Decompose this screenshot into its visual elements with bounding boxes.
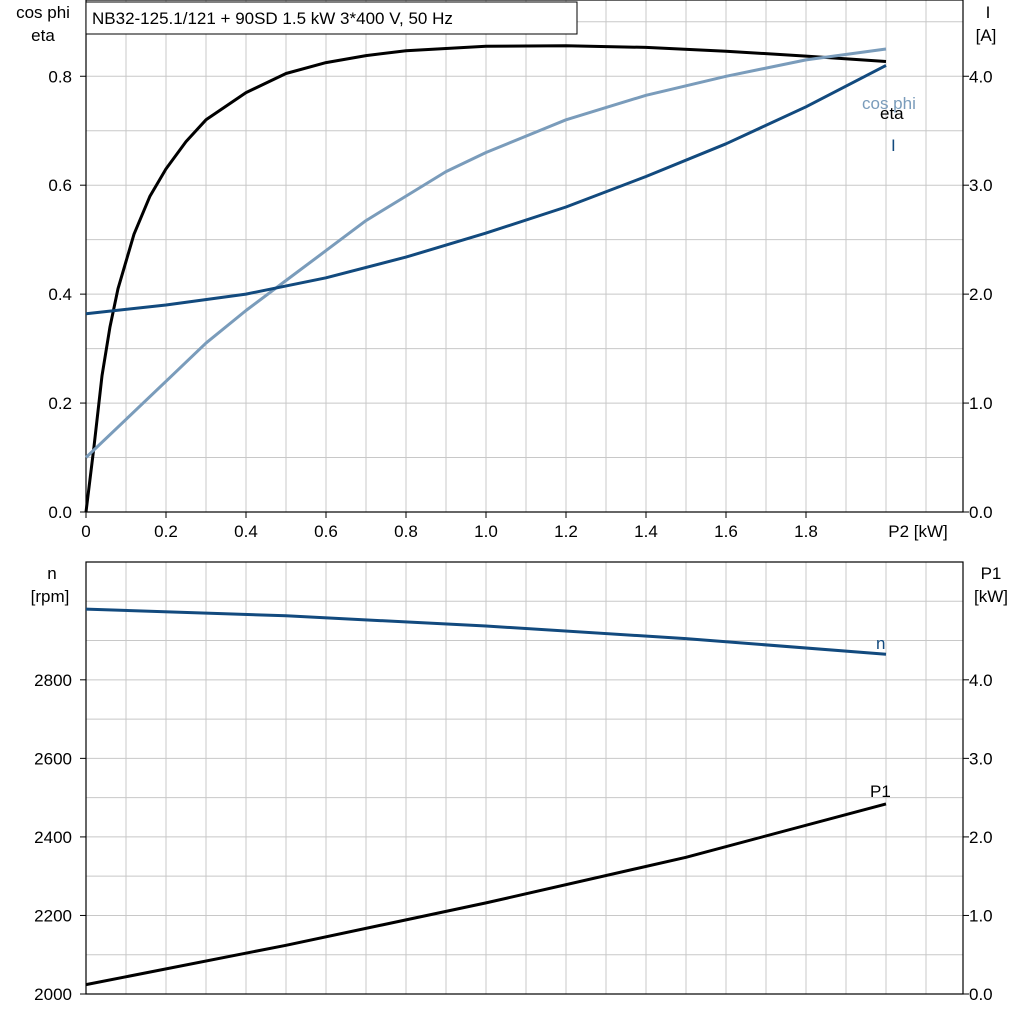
x-tick-label: 0 <box>81 522 90 541</box>
top-right-tick-label: 4.0 <box>969 67 993 86</box>
x-tick-label: 0.6 <box>314 522 338 541</box>
top-right-tick-label: 3.0 <box>969 176 993 195</box>
top-right-tick-label: 2.0 <box>969 285 993 304</box>
title-box <box>85 1 578 35</box>
top-right-axis-title-line2: [A] <box>976 26 997 45</box>
bottom-left-tick-label: 2600 <box>34 749 72 768</box>
x-tick-label: 1.4 <box>634 522 658 541</box>
x-tick-label: 0.8 <box>394 522 418 541</box>
bottom-left-axis-title-line1: n <box>47 564 56 583</box>
x-tick-label: 1.0 <box>474 522 498 541</box>
bottom-panel-frame <box>85 561 964 995</box>
bottom-right-tick-label: 3.0 <box>969 749 993 768</box>
x-tick-label: 0.4 <box>234 522 258 541</box>
bottom-panel-series: n P1 <box>85 607 891 987</box>
bottom-left-axis-title-line2: [rpm] <box>31 587 70 606</box>
bottom-left-tick-label: 2400 <box>34 828 72 847</box>
top-right-tick-label: 0.0 <box>969 503 993 522</box>
bottom-right-tick-label: 1.0 <box>969 906 993 925</box>
top-left-tick-label: 0.6 <box>48 176 72 195</box>
bottom-right-axis-title-line1: P1 <box>981 564 1002 583</box>
bottom-left-tick-label: 2200 <box>34 906 72 925</box>
bottom-right-axis-title-line2: [kW] <box>974 587 1008 606</box>
bottom-left-tick-label: 2000 <box>34 985 72 1004</box>
series-label-n: n <box>876 634 885 653</box>
x-tick-label: 1.8 <box>794 522 818 541</box>
bottom-panel-grid <box>86 562 963 994</box>
top-left-axis-title-line2: eta <box>31 26 55 45</box>
bottom-right-tick-label: 0.0 <box>969 985 993 1004</box>
x-tick-label: 1.2 <box>554 522 578 541</box>
bottom-panel-ticks: 2000 2200 2400 2600 2800 0.0 1.0 2.0 3.0 4.0 <box>34 671 992 1004</box>
series-label-cos-phi: cos phi <box>862 94 916 113</box>
top-right-tick-label: 1.0 <box>969 394 993 413</box>
x-tick-label: 1.6 <box>714 522 738 541</box>
top-left-tick-label: 0.4 <box>48 285 72 304</box>
top-panel-grid <box>86 0 963 512</box>
top-left-tick-label: 0.0 <box>48 503 72 522</box>
top-panel-ticks: 0.0 0.2 0.4 0.6 0.8 0.0 1.0 2.0 3.0 4.0 0 0.2 0.4 0.6… <box>48 67 992 541</box>
top-panel-frame <box>85 0 964 513</box>
x-axis-title: P2 [kW] <box>888 522 948 541</box>
top-left-tick-label: 0.8 <box>48 67 72 86</box>
bottom-right-tick-label: 4.0 <box>969 671 993 690</box>
series-label-eta: eta <box>880 104 904 123</box>
series-label-i: I <box>891 136 896 155</box>
x-tick-label: 0.2 <box>154 522 178 541</box>
bottom-left-tick-label: 2800 <box>34 671 72 690</box>
bottom-right-tick-label: 2.0 <box>969 828 993 847</box>
series-line-i <box>85 64 887 316</box>
top-left-tick-label: 0.2 <box>48 394 72 413</box>
top-left-axis-title-line1: cos phi <box>16 3 70 22</box>
series-line-n <box>85 607 887 656</box>
series-line-eta <box>84 44 887 513</box>
chart-title: NB32-125.1/121 + 90SD 1.5 kW 3*400 V, 50… <box>92 9 453 28</box>
series-label-p1: P1 <box>870 782 891 801</box>
series-line-cos-phi <box>84 47 887 459</box>
series-line-p1 <box>85 802 887 987</box>
top-right-axis-title-line1: I <box>986 3 991 22</box>
